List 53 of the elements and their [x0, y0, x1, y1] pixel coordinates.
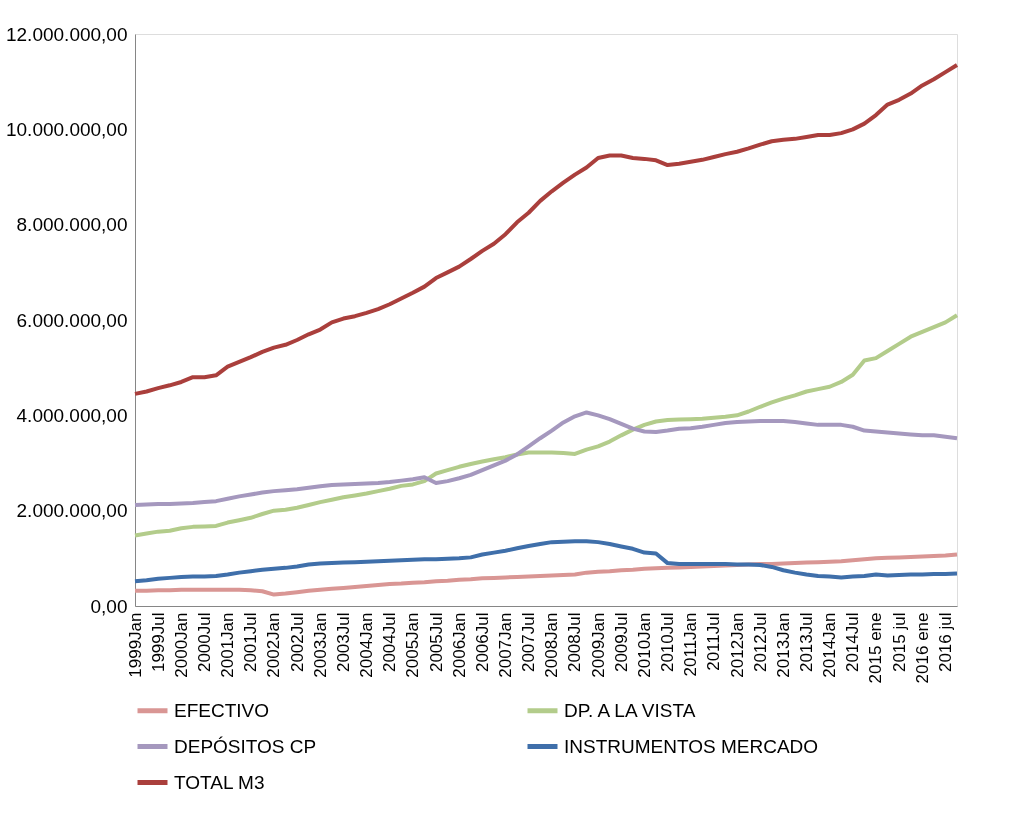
x-tick-label: 2009Jul	[611, 612, 631, 673]
x-tick-label: 2002Jan	[264, 612, 284, 678]
legend-label: TOTAL M3	[174, 771, 265, 793]
x-tick-label: 2013Jul	[796, 612, 816, 673]
x-tick-label: 2008Jan	[542, 612, 562, 678]
x-tick-label: 2010Jul	[658, 612, 678, 673]
y-tick-label: 0,00	[90, 595, 128, 617]
x-tick-label: 2015 ene	[866, 612, 886, 684]
y-tick-label: 10.000.000,00	[5, 118, 128, 140]
x-tick-label: 2015 jul	[889, 612, 909, 673]
x-tick-label: 2000Jul	[194, 612, 214, 673]
x-tick-label: 2008Jul	[565, 612, 585, 673]
x-tick-label: 2003Jul	[333, 612, 353, 673]
x-tick-label: 2016 ene	[912, 612, 932, 684]
x-tick-label: 2010Jan	[634, 612, 654, 678]
legend-label: EFECTIVO	[174, 699, 270, 721]
x-tick-label: 2004Jul	[380, 612, 400, 673]
x-tick-label: 2014Jan	[820, 612, 840, 678]
y-tick-label: 4.000.000,00	[16, 404, 128, 426]
legend-label: DEPÓSITOS CP	[174, 735, 317, 757]
x-tick-label: 2012Jan	[727, 612, 747, 678]
y-tick-label: 12.000.000,00	[5, 23, 128, 45]
x-tick-label: 2005Jan	[403, 612, 423, 678]
legend-label: DP. A LA VISTA	[564, 699, 696, 721]
line-series	[133, 313, 959, 538]
x-tick-label: 2011Jan	[681, 612, 701, 677]
x-tick-label: 2012Jul	[750, 612, 770, 673]
x-tick-label: 2011Jul	[704, 612, 724, 671]
x-tick-label: 2005Jul	[426, 612, 446, 673]
line-series	[133, 410, 959, 507]
line-series	[133, 552, 959, 597]
x-tick-label: 2009Jan	[588, 612, 608, 678]
x-tick-label: 1999Jul	[148, 612, 168, 673]
line-series	[133, 539, 959, 584]
x-tick-label: 2002Jul	[287, 612, 307, 673]
x-tick-label: 2016 jul	[935, 612, 955, 673]
x-tick-label: 2006Jul	[472, 612, 492, 673]
x-tick-label: 2001Jul	[241, 612, 261, 673]
y-tick-label: 2.000.000,00	[16, 500, 128, 522]
y-tick-label: 6.000.000,00	[16, 309, 128, 331]
x-tick-label: 1999Jan	[125, 612, 145, 678]
x-tick-label: 2000Jan	[171, 612, 191, 678]
legend-label: INSTRUMENTOS MERCADO	[564, 735, 819, 757]
x-tick-label: 2007Jul	[519, 612, 539, 673]
x-tick-label: 2007Jan	[495, 612, 515, 678]
x-tick-label: 2013Jan	[773, 612, 793, 678]
x-tick-label: 2004Jan	[357, 612, 377, 678]
x-tick-label: 2003Jan	[310, 612, 330, 678]
x-tick-label: 2014Jul	[843, 612, 863, 673]
x-tick-label: 2006Jan	[449, 612, 469, 678]
x-tick-label: 2001Jan	[218, 612, 238, 678]
line-series	[133, 62, 959, 396]
y-tick-label: 8.000.000,00	[16, 214, 128, 236]
